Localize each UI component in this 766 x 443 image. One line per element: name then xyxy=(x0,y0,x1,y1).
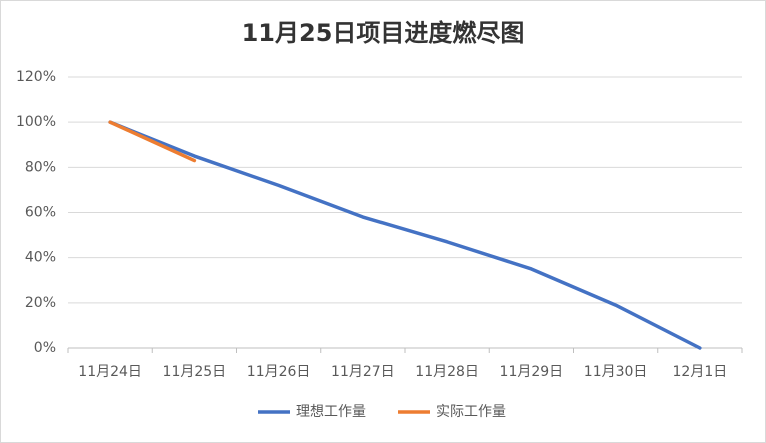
x-tick-label: 11月26日 xyxy=(247,364,311,380)
y-tick-label: 60% xyxy=(25,205,56,221)
x-tick-label: 11月24日 xyxy=(78,364,142,380)
series-line xyxy=(108,120,702,350)
y-tick-label: 100% xyxy=(16,114,56,130)
y-tick-label: 20% xyxy=(25,295,56,311)
chart-title: 11月25日项目进度燃尽图 xyxy=(242,19,525,47)
y-tick-label: 0% xyxy=(34,340,56,356)
y-tick-label: 80% xyxy=(25,159,56,175)
x-tick-label: 11月27日 xyxy=(331,364,395,380)
x-tick-label: 11月30日 xyxy=(584,364,648,380)
x-tick-label: 12月1日 xyxy=(673,364,728,380)
x-tick-label: 11月29日 xyxy=(500,364,564,380)
y-tick-label: 120% xyxy=(16,69,56,85)
y-tick-label: 40% xyxy=(25,250,56,266)
legend-label: 实际工作量 xyxy=(436,404,506,420)
x-tick-label: 11月28日 xyxy=(415,364,479,380)
x-tick-label: 11月25日 xyxy=(163,364,227,380)
series-line xyxy=(108,120,197,163)
legend-label: 理想工作量 xyxy=(296,404,366,420)
